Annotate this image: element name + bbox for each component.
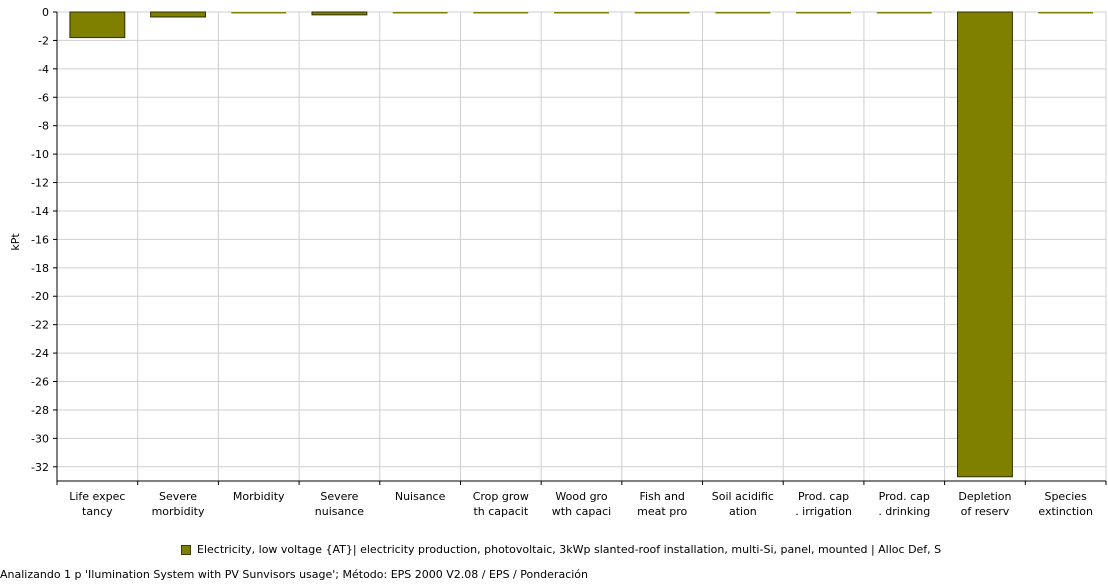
y-tick-label: -2 xyxy=(38,34,49,47)
y-tick-label: -30 xyxy=(31,432,49,445)
y-tick-label: -26 xyxy=(31,376,49,389)
x-category-labels: Life expec tancy Severe morbidity Morbidity S… xyxy=(69,490,1093,518)
bar xyxy=(796,12,852,14)
bar xyxy=(311,11,368,16)
y-tick-label: -4 xyxy=(38,63,49,76)
y-tick-label: -12 xyxy=(31,177,49,190)
bar-chart: 0 -2 -4 -6 -8 -10 -12 -14 -16 -18 -20 -22 -24 -26 -28 -… xyxy=(9,6,1107,518)
bar xyxy=(957,11,1013,478)
x-category-label: Species xyxy=(1044,490,1087,503)
x-category-label: morbidity xyxy=(152,505,205,518)
y-tick-label: -18 xyxy=(31,262,49,275)
bar xyxy=(150,11,206,18)
bar xyxy=(554,12,609,14)
bar xyxy=(473,12,529,14)
bars xyxy=(69,11,1094,478)
y-tick-labels: 0 -2 -4 -6 -8 -10 -12 -14 -16 -18 -20 -22 -24 -26 -28 -… xyxy=(31,6,49,474)
x-category-label: Life expec xyxy=(69,490,125,503)
legend-swatch xyxy=(181,544,191,555)
bar xyxy=(876,12,932,14)
y-tick-label: -6 xyxy=(38,91,49,104)
x-category-label: Soil acidific xyxy=(712,490,774,503)
x-category-label: Prod. cap xyxy=(798,490,849,503)
y-tick-label: -20 xyxy=(31,290,49,303)
y-tick-label: -10 xyxy=(31,148,49,161)
axes xyxy=(53,11,1107,485)
bar xyxy=(634,12,690,14)
x-category-label: Nuisance xyxy=(395,490,446,503)
x-category-label: meat pro xyxy=(637,505,687,518)
x-category-label: Wood gro xyxy=(555,490,607,503)
x-category-label: Crop grow xyxy=(473,490,529,503)
x-category-label: of reserv xyxy=(961,505,1010,518)
y-tick-label: -28 xyxy=(31,404,49,417)
legend: Electricity, low voltage {AT}| electrici… xyxy=(181,543,941,556)
x-category-label: Prod. cap xyxy=(879,490,930,503)
x-category-label: wth capaci xyxy=(552,505,611,518)
x-category-label: nuisance xyxy=(315,505,364,518)
y-tick-label: -32 xyxy=(31,461,49,474)
y-axis-label: kPt xyxy=(9,233,22,251)
y-tick-label: -22 xyxy=(31,319,49,332)
y-tick-label: -24 xyxy=(31,347,49,360)
bar xyxy=(231,12,287,14)
x-category-label: Fish and xyxy=(639,490,684,503)
bar xyxy=(69,11,126,39)
x-category-label: Morbidity xyxy=(233,490,285,503)
y-tick-label: -14 xyxy=(31,205,49,218)
x-category-label: Depletion xyxy=(958,490,1011,503)
legend-label: Electricity, low voltage {AT}| electrici… xyxy=(197,543,942,556)
x-category-label: extinction xyxy=(1038,505,1093,518)
x-category-label: Severe xyxy=(159,490,197,503)
x-category-label: th capacit xyxy=(473,505,528,518)
x-category-label: tancy xyxy=(82,505,113,518)
y-tick-label: -16 xyxy=(31,233,49,246)
bar xyxy=(715,12,771,14)
y-tick-label: 0 xyxy=(42,6,49,19)
bar xyxy=(392,12,448,14)
bar xyxy=(1038,12,1094,14)
x-category-label: Severe xyxy=(320,490,358,503)
gridlines xyxy=(56,11,1107,481)
x-category-label: ation xyxy=(729,505,757,518)
x-category-label: . irrigation xyxy=(795,505,852,518)
y-tick-label: -8 xyxy=(38,120,49,133)
x-category-label: . drinking xyxy=(878,505,930,518)
status-footer: Analizando 1 p 'Ilumination System with … xyxy=(0,568,589,581)
